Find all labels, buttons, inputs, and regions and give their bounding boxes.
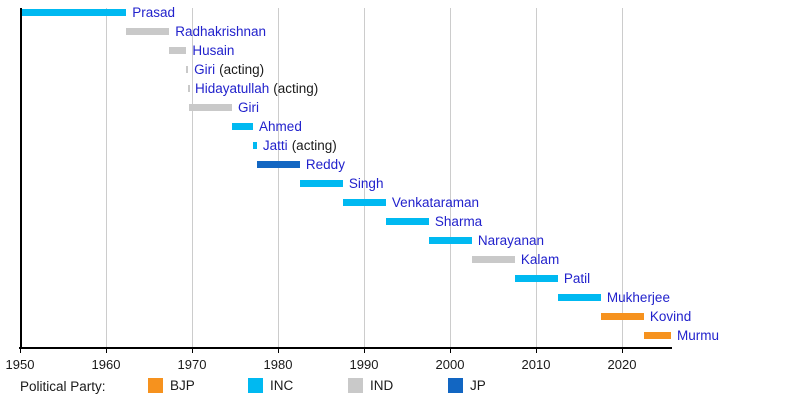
president-label: Venkataraman [392, 194, 479, 212]
president-label: Murmu [677, 327, 719, 345]
tick-mark-1950 [20, 347, 21, 353]
president-name-link[interactable]: Radhakrishnan [175, 23, 267, 39]
president-label: Giri [238, 99, 259, 117]
term-bar-prasad [20, 9, 127, 16]
y-axis-line [20, 8, 22, 349]
x-axis-line [19, 347, 673, 349]
president-label: Jatti (acting) [263, 137, 337, 155]
president-label: Singh [349, 175, 384, 193]
legend-entry-ind: IND [348, 378, 438, 394]
president-name-link[interactable]: Husain [192, 42, 235, 58]
term-bar-kovind [600, 313, 644, 320]
tick-label-2000: 2000 [435, 357, 465, 372]
president-name-link[interactable]: Reddy [305, 156, 345, 172]
president-name-link[interactable]: Hidayatullah [194, 80, 270, 96]
acting-suffix: (acting) [291, 137, 337, 153]
president-name-link[interactable]: Patil [563, 270, 591, 286]
tick-label-2020: 2020 [607, 357, 637, 372]
term-bar-ahmed [231, 123, 254, 130]
term-bar-venkataraman [342, 199, 386, 206]
president-name-link[interactable]: Giri [237, 99, 259, 115]
president-label: Narayanan [478, 232, 544, 250]
term-bar-kalam [471, 256, 515, 263]
president-label: Ahmed [259, 118, 302, 136]
president-label: Patil [564, 270, 590, 288]
president-label: Mukherjee [607, 289, 670, 307]
legend-entry-bjp: BJP [148, 378, 238, 394]
tick-mark-2020 [622, 347, 623, 353]
president-label: Giri (acting) [194, 61, 264, 79]
legend-label-jp: JP [470, 378, 486, 393]
president-name-link[interactable]: Kovind [649, 308, 692, 324]
president-label: Radhakrishnan [175, 23, 266, 41]
tick-mark-1960 [106, 347, 107, 353]
term-bar-narayanan [428, 237, 472, 244]
legend-label-bjp: BJP [170, 378, 195, 393]
term-bar-jatti-acting [253, 142, 257, 149]
president-name-link[interactable]: Mukherjee [606, 289, 670, 305]
president-label: Kalam [521, 251, 559, 269]
president-label: Reddy [306, 156, 345, 174]
legend-title: Political Party: [20, 379, 106, 394]
president-name-link[interactable]: Singh [348, 175, 384, 191]
term-bar-patil [514, 275, 558, 282]
gridline-2020 [622, 8, 623, 347]
president-name-link[interactable]: Giri [194, 61, 216, 77]
tick-mark-1980 [278, 347, 279, 353]
tick-label-1950: 1950 [5, 357, 35, 372]
legend-label-inc: INC [270, 378, 294, 393]
term-bar-radhakrishnan [126, 28, 170, 35]
president-name-link[interactable]: Venkataraman [391, 194, 479, 210]
president-label: Hidayatullah (acting) [195, 80, 318, 98]
president-name-link[interactable]: Narayanan [477, 232, 544, 248]
legend-swatch-ind [348, 378, 363, 393]
president-name-link[interactable]: Murmu [677, 327, 720, 343]
term-bar-reddy [256, 161, 300, 168]
president-label: Prasad [132, 4, 175, 22]
term-bar-murmu [643, 332, 671, 339]
term-bar-sharma [385, 218, 429, 225]
tick-label-1970: 1970 [177, 357, 207, 372]
president-name-link[interactable]: Ahmed [259, 118, 302, 134]
legend-swatch-jp [448, 378, 463, 393]
tick-mark-2010 [536, 347, 537, 353]
acting-suffix: (acting) [219, 61, 265, 77]
president-name-link[interactable]: Prasad [132, 4, 175, 20]
president-name-link[interactable]: Kalam [520, 251, 560, 267]
term-bar-mukherjee [557, 294, 601, 301]
gridline-2010 [536, 8, 537, 347]
gridline-1970 [192, 8, 193, 347]
legend-label-ind: IND [370, 378, 394, 393]
gridline-1990 [364, 8, 365, 347]
president-label: Sharma [435, 213, 482, 231]
tick-label-1980: 1980 [263, 357, 293, 372]
term-bar-giri-acting [186, 66, 189, 73]
president-label: Husain [192, 42, 234, 60]
gridline-2000 [450, 8, 451, 347]
tick-mark-1970 [192, 347, 193, 353]
tick-mark-1990 [364, 347, 365, 353]
acting-suffix: (acting) [273, 80, 319, 96]
term-bar-singh [299, 180, 343, 187]
legend-swatch-inc [248, 378, 263, 393]
tick-label-2010: 2010 [521, 357, 551, 372]
legend-entry-jp: JP [448, 378, 538, 394]
president-label: Kovind [650, 308, 691, 326]
tick-mark-2000 [450, 347, 451, 353]
legend-entry-inc: INC [248, 378, 338, 394]
tick-label-1990: 1990 [349, 357, 379, 372]
tick-label-1960: 1960 [91, 357, 121, 372]
president-name-link[interactable]: Sharma [434, 213, 483, 229]
legend-swatch-bjp [148, 378, 163, 393]
term-bar-husain [169, 47, 187, 54]
gridline-1960 [106, 8, 107, 347]
president-name-link[interactable]: Jatti [262, 137, 288, 153]
term-bar-hidayatullah-acting [188, 85, 190, 92]
term-bar-giri [188, 104, 232, 111]
gridline-1980 [278, 8, 279, 347]
